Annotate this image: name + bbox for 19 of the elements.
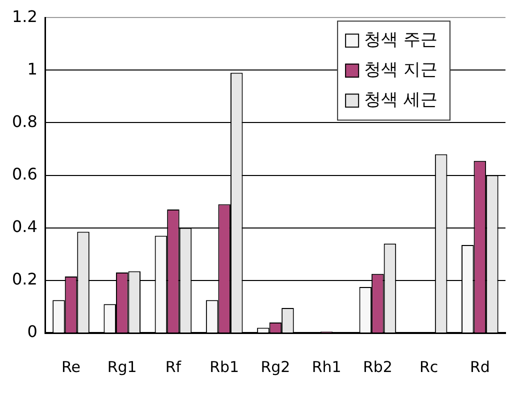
x-tick-label: Rf xyxy=(165,358,182,376)
y-tick-label: 0 xyxy=(27,322,38,342)
x-tick-label: Rb1 xyxy=(210,358,240,376)
x-tick-label: Rg2 xyxy=(260,358,290,376)
x-tick-label: Rh1 xyxy=(312,358,342,376)
x-tick-label: Rd xyxy=(470,358,490,376)
x-tick-label: Rg1 xyxy=(107,358,137,376)
legend-label: 청색 지근 xyxy=(364,60,438,80)
x-tick-label: Rb2 xyxy=(362,358,392,376)
y-tick-label: 0.2 xyxy=(12,270,38,289)
y-tick-label: 1.2 xyxy=(12,6,38,26)
y-tick-label: 1 xyxy=(27,59,38,78)
y-tick-label: 0.8 xyxy=(12,112,38,131)
legend-label: 청색 세근 xyxy=(364,90,438,110)
y-tick-label: 0.4 xyxy=(12,217,38,236)
x-tick-label: Rc xyxy=(419,358,438,376)
x-tick-label: Re xyxy=(62,358,80,376)
legend-label: 청색 주근 xyxy=(364,30,438,50)
y-tick-label: 0.6 xyxy=(12,164,38,184)
